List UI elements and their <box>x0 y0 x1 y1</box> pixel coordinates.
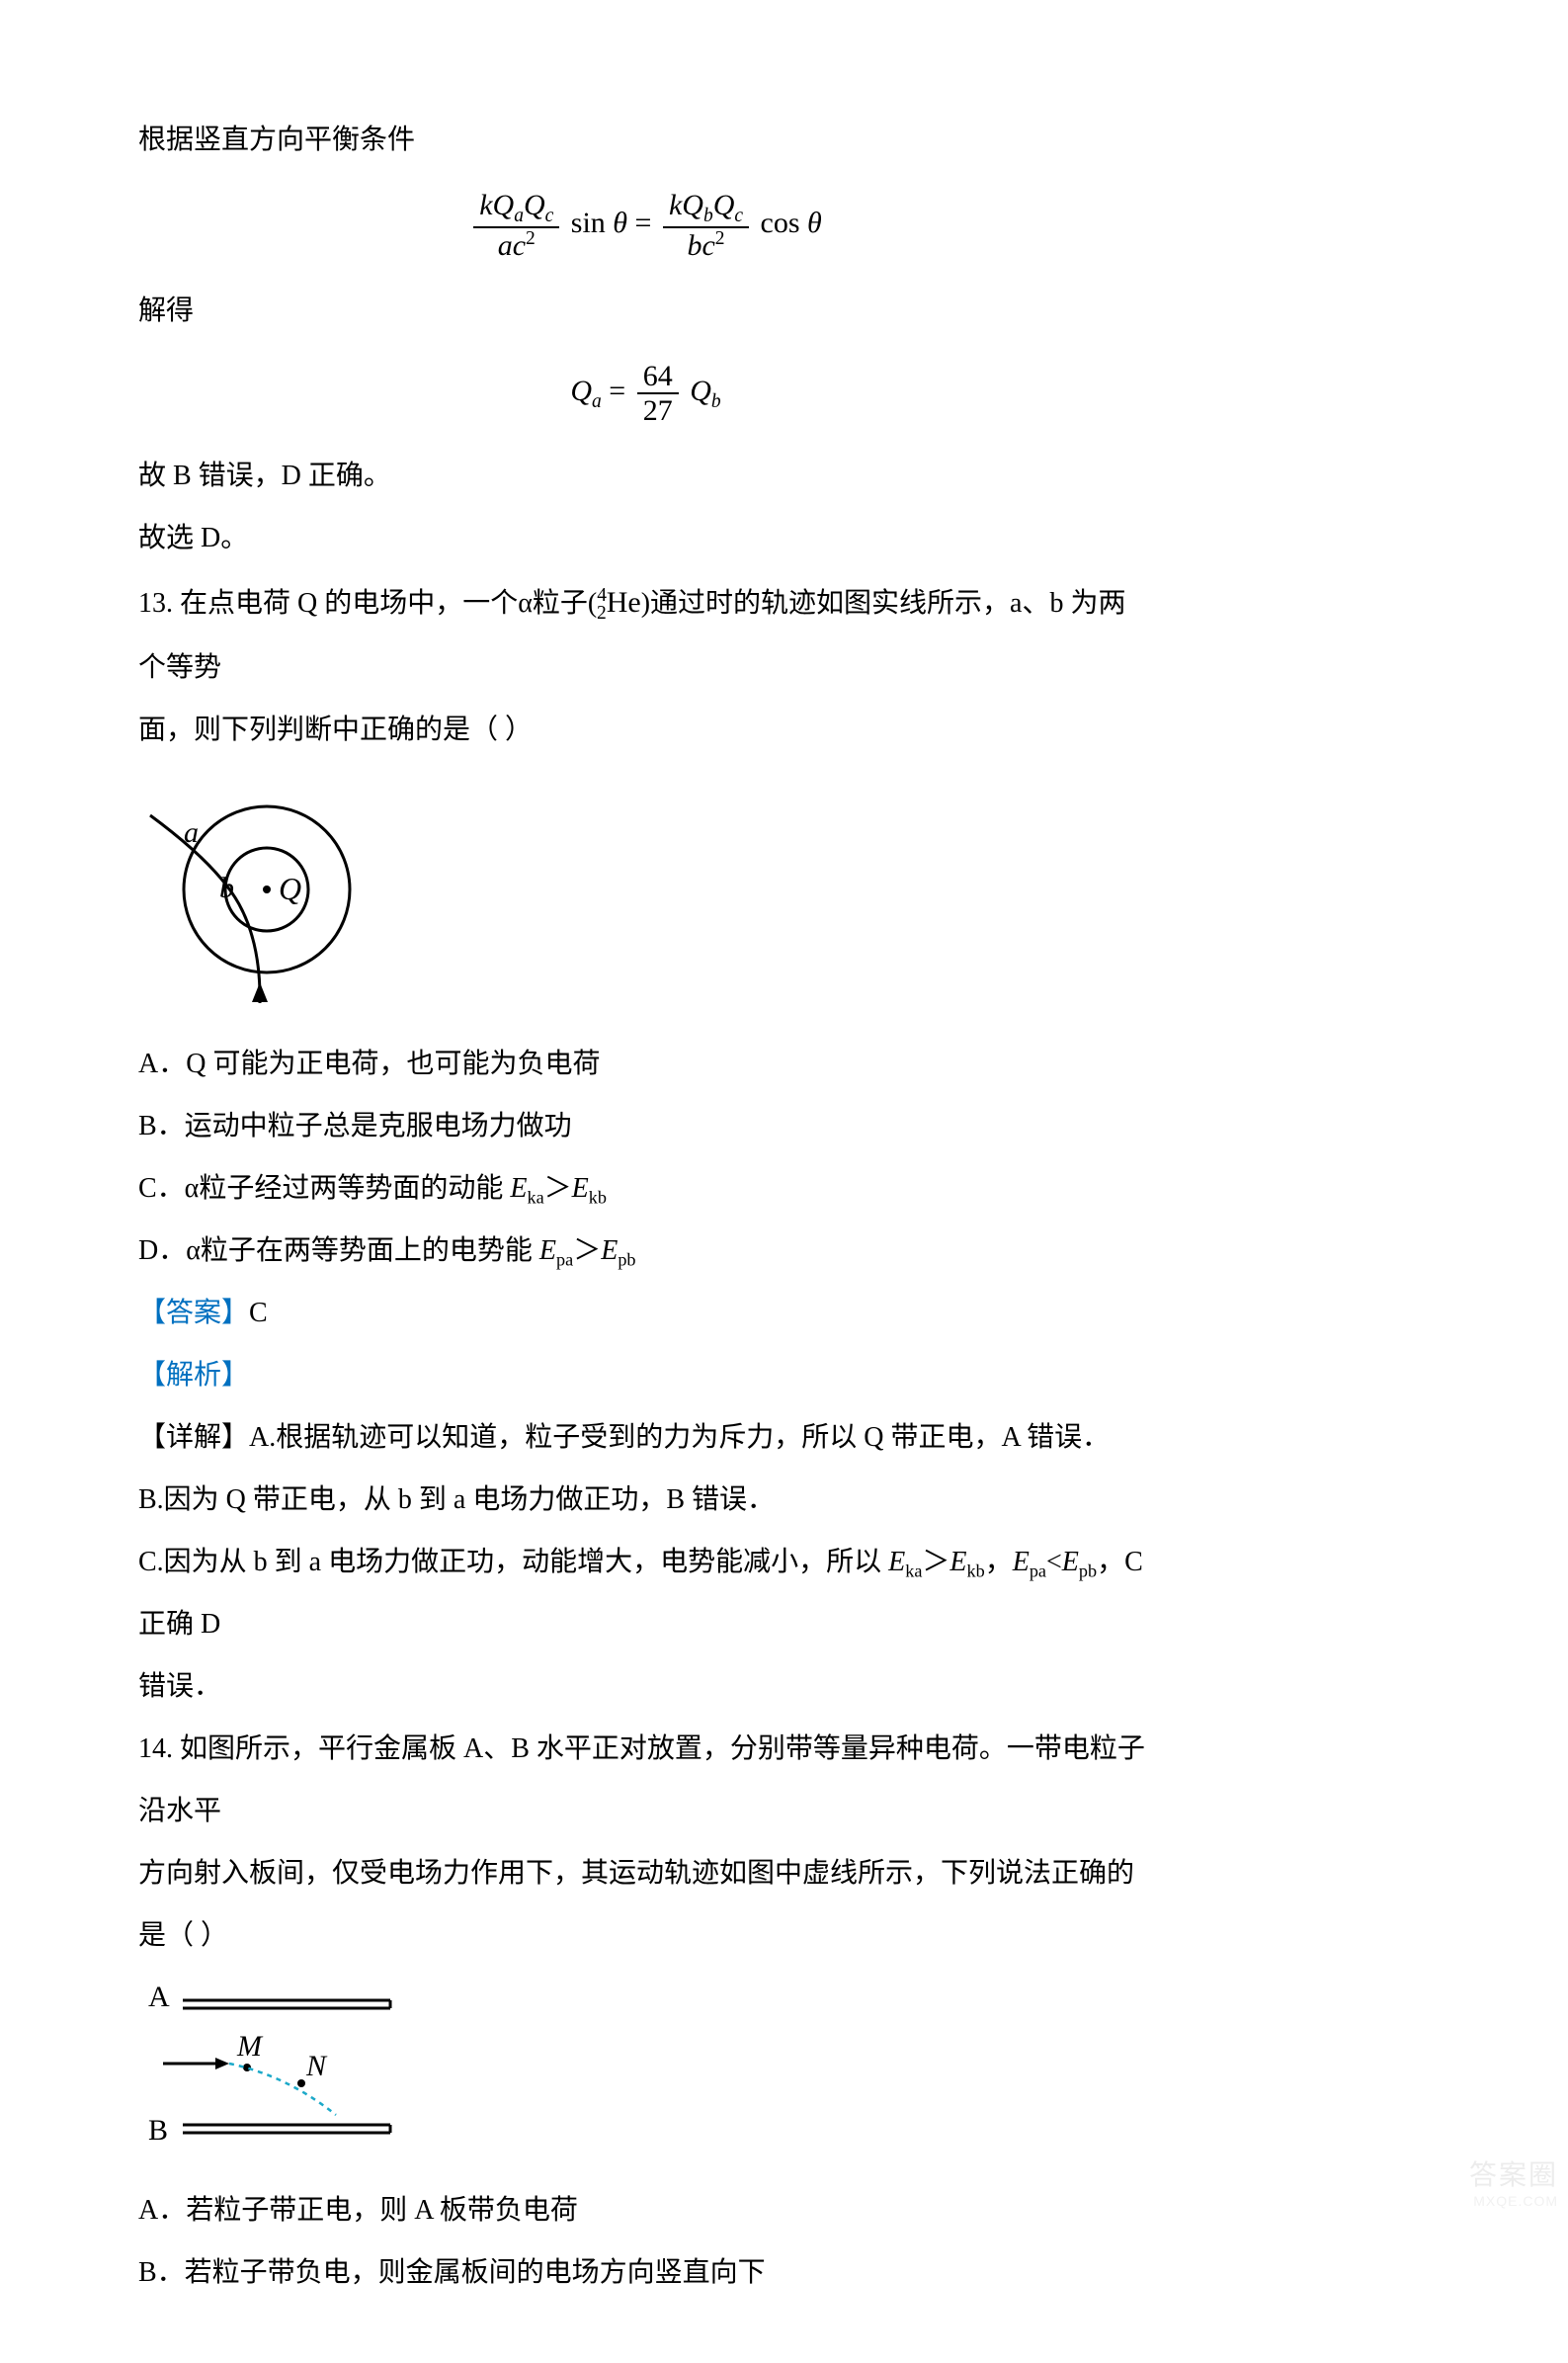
svg-text:B: B <box>148 2114 168 2147</box>
q13-option-a: A．Q 可能为正电荷，也可能为负电荷 <box>138 1033 1153 1095</box>
q14-stem-line2: 方向射入板间，仅受电场力作用下，其运动轨迹如图中虚线所示，下列说法正确的是（ ） <box>138 1842 1153 1967</box>
q13-stem-line1: 13. 在点电荷 Q 的电场中，一个α粒子(42He)通过时的轨迹如图实线所示，… <box>138 569 1153 699</box>
watermark-line1: 答案圈 <box>1469 2159 1558 2190</box>
q13-detail-c-pre: C.因为从 b 到 a 电场力做正功，动能增大，电势能减小，所以 <box>138 1547 888 1577</box>
q13-number: 13. <box>138 588 173 619</box>
top-conclusion-2: 故选 D。 <box>138 507 1153 569</box>
q13-diagram: a b Q <box>138 771 1153 1023</box>
balance-condition-text: 根据竖直方向平衡条件 <box>138 109 1153 171</box>
q13-answer: 【答案】C <box>138 1282 1153 1344</box>
q14-stem-line1: 14. 如图所示，平行金属板 A、B 水平正对放置，分别带等量异种电荷。一带电粒… <box>138 1718 1153 1842</box>
he-sub: 2 <box>597 603 607 624</box>
svg-text:N: N <box>305 2050 328 2082</box>
q13-detail-b: B.因为 Q 带正电，从 b 到 a 电场力做正功，B 错误． <box>138 1469 1153 1531</box>
watermark-line2: MXQE.COM <box>1469 2193 1558 2209</box>
q13-option-d: D．α粒子在两等势面上的电势能 Epa＞Epb <box>138 1220 1153 1282</box>
equation-2: Qa = 64 27 Qb <box>138 360 1153 427</box>
equation-1: kQaQc ac2 sin θ = kQbQc bc2 cos θ <box>138 189 1153 262</box>
watermark: 答案圈 MXQE.COM <box>1469 2153 1558 2209</box>
svg-text:M: M <box>236 2030 264 2063</box>
svg-text:A: A <box>148 1981 170 2013</box>
q13-stem-a: 在点电荷 Q 的电场中，一个α粒子( <box>180 588 597 619</box>
q13-option-c: C．α粒子经过两等势面的动能 Eka＞Ekb <box>138 1157 1153 1220</box>
q13-detail-c-line2: 错误． <box>138 1655 1153 1718</box>
q13-detail-a: 【详解】A.根据轨迹可以知道，粒子受到的力为斥力，所以 Q 带正电，A 错误． <box>138 1406 1153 1469</box>
q13-stem-line2: 面，则下列判断中正确的是（ ） <box>138 699 1153 761</box>
jiede-label: 解得 <box>138 280 1153 342</box>
q13-d-pre: D．α粒子在两等势面上的电势能 <box>138 1235 539 1266</box>
jiexi-label: 【解析】 <box>138 1360 249 1391</box>
answer-label: 【答案】 <box>138 1298 249 1328</box>
q14-option-a: A．若粒子带正电，则 A 板带负电荷 <box>138 2179 1153 2241</box>
q14-diagram: A M N B <box>138 1977 1153 2169</box>
q13-c-pre: C．α粒子经过两等势面的动能 <box>138 1173 510 1204</box>
q13-option-b: B．运动中粒子总是克服电场力做功 <box>138 1095 1153 1157</box>
he-sym: He <box>607 586 641 619</box>
svg-text:b: b <box>219 872 234 904</box>
top-conclusion-1: 故 B 错误，D 正确。 <box>138 445 1153 507</box>
q13-detail-c-line1: C.因为从 b 到 a 电场力做正功，动能增大，电势能减小，所以 Eka＞Ekb… <box>138 1531 1153 1655</box>
svg-text:a: a <box>184 816 199 849</box>
q13-jiexi-label: 【解析】 <box>138 1344 1153 1406</box>
q14-number: 14. <box>138 1733 173 1764</box>
svg-text:Q: Q <box>279 871 301 906</box>
q14-option-b: B．若粒子带负电，则金属板间的电场方向竖直向下 <box>138 2241 1153 2304</box>
q14-stem-a: 如图所示，平行金属板 A、B 水平正对放置，分别带等量异种电荷。一带电粒子沿水平 <box>138 1733 1145 1826</box>
q13-detail-c-mid: ， <box>985 1547 1013 1577</box>
answer-value: C <box>249 1298 268 1328</box>
